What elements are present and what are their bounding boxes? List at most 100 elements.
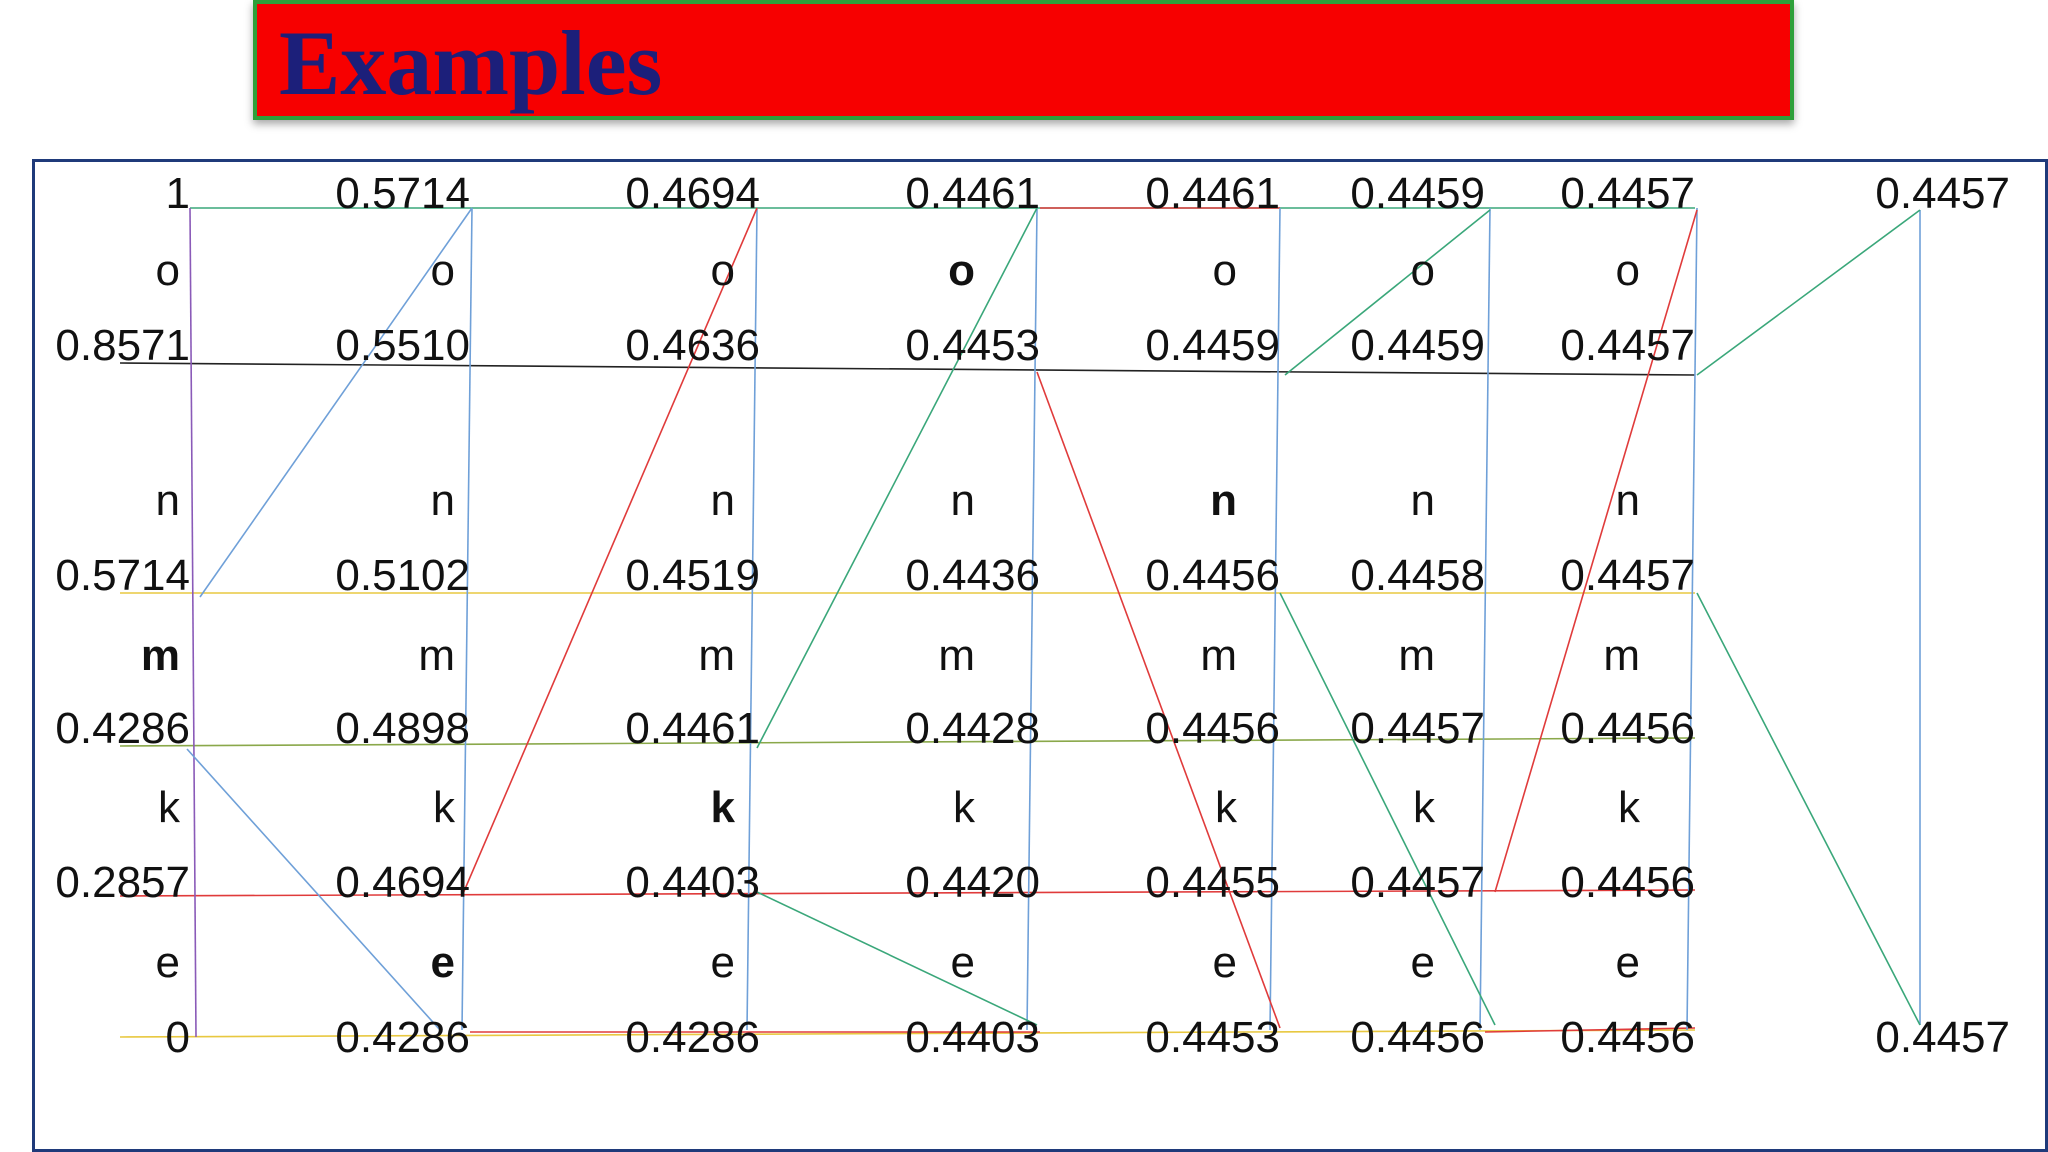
symbol-letter: e — [1616, 938, 1640, 987]
interval-value: 0.4453 — [905, 321, 1040, 370]
symbol-letter: m — [698, 631, 735, 680]
interval-value: 0.5714 — [335, 169, 470, 218]
horizontal-line — [119, 889, 1696, 897]
interval-value: 0.4457 — [1560, 321, 1695, 370]
interval-value: 0.4456 — [1560, 704, 1695, 753]
horizontal-line — [119, 1029, 1696, 1038]
interval-value: 0.4420 — [905, 858, 1040, 907]
symbol-letter: n — [1411, 476, 1435, 525]
symbol-letter: k — [711, 783, 736, 832]
interval-value: 0.4286 — [55, 704, 190, 753]
symbol-letter: m — [141, 631, 180, 680]
interval-value: 0.4898 — [335, 704, 470, 753]
symbol-letter: n — [1210, 476, 1237, 525]
vertical-line — [1026, 207, 1038, 1031]
horizontal-line — [119, 737, 1696, 747]
symbol-letter: e — [156, 938, 180, 987]
interval-value: 0.5102 — [335, 551, 470, 600]
interval-value: 0.4286 — [625, 1013, 760, 1062]
interval-value: 0.4456 — [1350, 1013, 1485, 1062]
symbol-letter: m — [1603, 631, 1640, 680]
symbol-letter: m — [1200, 631, 1237, 680]
symbol-letter: o — [1616, 246, 1640, 295]
final-value-top: 0.4457 — [1875, 169, 2010, 218]
symbol-letter: k — [953, 783, 976, 832]
symbol-letter: m — [1398, 631, 1435, 680]
interval-value: 0.4461 — [905, 169, 1040, 218]
interval-value: 0 — [166, 1013, 190, 1062]
symbol-letter: k — [158, 783, 181, 832]
interval-value: 0.4461 — [1145, 169, 1280, 218]
symbol-letter: k — [1618, 783, 1641, 832]
interval-value: 0.4457 — [1560, 169, 1695, 218]
interval-value: 0.4457 — [1350, 858, 1485, 907]
symbol-letter: e — [1213, 938, 1237, 987]
interval-value: 0.2857 — [55, 858, 190, 907]
diagonal-line — [1279, 592, 1496, 1026]
symbol-letter: k — [1215, 783, 1238, 832]
interval-value: 0.4694 — [625, 169, 760, 218]
symbol-letter: n — [951, 476, 975, 525]
interval-value: 0.4519 — [625, 551, 760, 600]
interval-value: 0.8571 — [55, 321, 190, 370]
interval-value: 0.4461 — [625, 704, 760, 753]
diagonal-line — [199, 207, 473, 598]
diagonal-line — [1494, 209, 1698, 893]
interval-value: 0.4636 — [625, 321, 760, 370]
symbol-letter: n — [1616, 476, 1640, 525]
interval-value: 0.4694 — [335, 858, 470, 907]
interval-value: 0.4455 — [1145, 858, 1280, 907]
symbol-letter: k — [1413, 783, 1436, 832]
symbol-letter: n — [156, 476, 180, 525]
symbol-letter: e — [711, 938, 735, 987]
vertical-line — [1479, 207, 1491, 1031]
interval-value: 0.4456 — [1145, 704, 1280, 753]
vertical-line — [1686, 207, 1698, 1031]
symbol-letter: e — [431, 938, 455, 987]
interval-value: 0.5510 — [335, 321, 470, 370]
interval-value: 1 — [166, 169, 190, 218]
diagonal-line — [1696, 592, 1921, 1026]
diagonal-line — [756, 891, 1038, 1026]
symbol-letter: e — [1411, 938, 1435, 987]
interval-value: 0.4459 — [1350, 321, 1485, 370]
vertical-line — [189, 207, 197, 1038]
interval-value: 0.5714 — [55, 551, 190, 600]
symbol-letter: o — [948, 246, 975, 295]
diagonal-line — [1036, 371, 1281, 1029]
interval-value: 0.4456 — [1560, 1013, 1695, 1062]
interval-value: 0.4458 — [1350, 551, 1485, 600]
symbol-letter: e — [951, 938, 975, 987]
slide-title: Examples — [279, 12, 663, 114]
diagonal-line — [756, 207, 1038, 749]
final-value-bottom: 0.4457 — [1875, 1013, 2010, 1062]
diagonal-line — [461, 207, 758, 897]
symbol-letter: n — [711, 476, 735, 525]
interval-value: 0.4459 — [1145, 321, 1280, 370]
vertical-line — [746, 207, 758, 1031]
interval-value: 0.4403 — [905, 1013, 1040, 1062]
interval-value: 0.4457 — [1350, 704, 1485, 753]
symbol-letter: o — [711, 246, 735, 295]
interval-value: 0.4459 — [1350, 169, 1485, 218]
symbol-letter: k — [433, 783, 456, 832]
vertical-line — [1269, 207, 1281, 1031]
symbol-letter: m — [418, 631, 455, 680]
title-banner: Examples — [253, 0, 1794, 120]
horizontal-line — [1484, 1027, 1696, 1033]
symbol-letter: o — [431, 246, 455, 295]
diagonal-line — [1284, 209, 1491, 376]
interval-value: 0.4436 — [905, 551, 1040, 600]
horizontal-line — [119, 362, 1696, 376]
interval-value: 0.4456 — [1560, 858, 1695, 907]
symbol-letter: o — [156, 246, 180, 295]
symbol-letter: m — [938, 631, 975, 680]
diagonal-line — [186, 748, 441, 1031]
interval-value: 0.4456 — [1145, 551, 1280, 600]
content-frame — [32, 159, 2048, 1152]
symbol-letter: n — [431, 476, 455, 525]
interval-value: 0.4286 — [335, 1013, 470, 1062]
symbol-letter: o — [1213, 246, 1237, 295]
symbol-letter: o — [1411, 246, 1435, 295]
